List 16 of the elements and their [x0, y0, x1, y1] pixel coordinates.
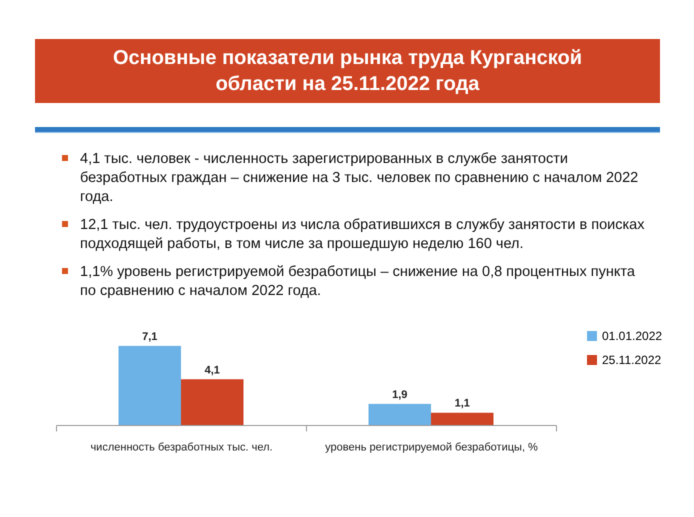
data-label: 1,1	[454, 398, 470, 410]
data-label: 4,1	[204, 364, 220, 376]
x-tick-label: уровень регистрируемой безработицы, %	[325, 442, 538, 454]
text: 12,1 тыс. чел. трудоустроены из числа обратившихся в службу занятости в поисках подходящей работы, в том числе за прошедшую неделю 160 чел.	[79, 216, 646, 254]
bar	[368, 404, 431, 425]
text: 1,1% уровень регистрируемой безработицы – снижение на 0,8 процентных пункта по сравнению с началом 2022 года.	[79, 263, 636, 301]
chart-title: Основные показатели рынка труда Курганской области на 25.11.2022 года	[35, 39, 660, 103]
text: 4,1 тыс. человек - численность зарегистрированных в службе занятости безработных граждан – снижение на 3 тыс. человек по сравнению с началом 2022 года.	[79, 150, 640, 207]
x-tick-label: численность безработных тыс. чел.	[90, 442, 273, 454]
bar	[431, 412, 494, 425]
legend-label: 25.11.2022	[602, 353, 662, 367]
data-label: 7,1	[142, 330, 158, 343]
bar	[181, 379, 244, 425]
legend-label: 01.01.2022	[602, 329, 662, 343]
bar	[118, 346, 181, 425]
data-label: 1,9	[392, 388, 408, 401]
